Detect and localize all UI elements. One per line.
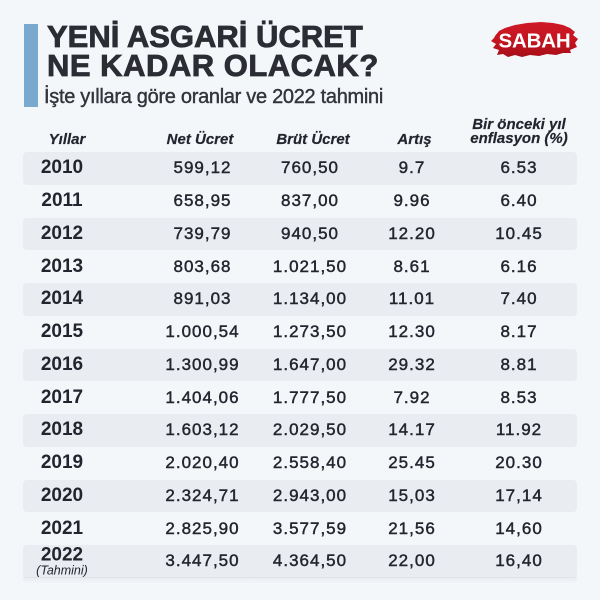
svg-text:SABAH: SABAH — [499, 30, 571, 53]
